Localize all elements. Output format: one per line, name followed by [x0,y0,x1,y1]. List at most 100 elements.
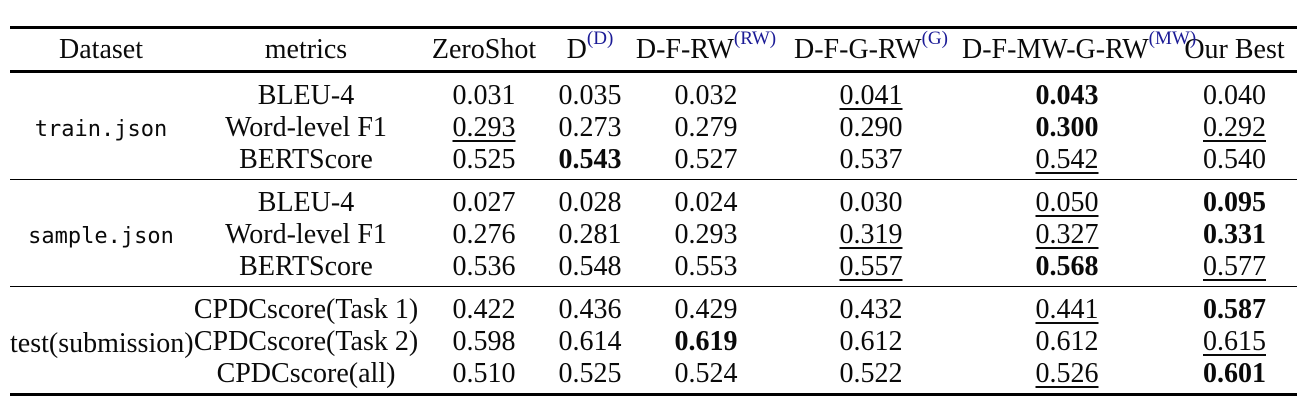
value-text: 0.510 [452,358,516,389]
value-cell: 0.553 [632,251,780,287]
value-cell: 0.030 [780,179,962,219]
value-text: 0.441 [1035,294,1099,325]
column-header-our-best: Our Best [1172,27,1297,73]
value-cell: 0.331 [1172,219,1297,251]
value-cell: 0.279 [632,112,780,144]
value-text: 0.526 [1035,358,1099,389]
results-table-container: Dataset metrics ZeroShot D(D) D-F-RW(RW) D-F-… [10,26,1297,396]
table-row: train.json BLEU-4 0.031 0.035 0.032 0.041 0.04… [10,72,1297,142]
value-cell: 0.598 [420,326,548,358]
value-cell: 0.292 [1172,112,1297,144]
column-header-label: Our Best [1184,33,1285,65]
value-text: 0.536 [452,251,516,282]
dataset-cell: sample.json [10,179,192,287]
value-cell: 0.273 [548,112,632,144]
column-header-label: metrics [264,33,348,65]
metric-cell: BLEU-4 [257,80,355,111]
metric-cell: CPDCscore(Task 2) [193,326,419,357]
metric-cell: BERTScore [239,144,373,175]
value-text: 0.601 [1203,358,1266,389]
value-cell: 0.043 [962,72,1172,113]
table-row: sample.json BLEU-4 0.027 0.028 0.024 0.030 0.0… [10,179,1297,287]
table-row: Word-level F1 0.276 0.281 0.293 0.319 0.327 0.… [10,219,1297,251]
value-text: 0.432 [839,294,903,325]
dataset-cell: train.json [34,117,168,142]
column-header-label: Dataset [59,33,143,65]
value-text: 0.619 [674,326,738,357]
value-text: 0.293 [452,112,516,143]
value-cell: 0.436 [548,286,632,326]
value-text: 0.273 [558,112,622,143]
column-header-zeroshot: ZeroShot [420,27,548,73]
value-cell: 0.536 [420,251,548,287]
value-cell: 0.028 [548,179,632,219]
column-header-metrics: metrics [192,27,420,73]
metric-cell: Word-level F1 [225,112,387,143]
column-header-label: D [566,33,587,65]
table-body: train.json BLEU-4 0.031 0.035 0.032 0.041 0.04… [10,72,1297,395]
column-header-d-f-g-rw: D-F-G-RW(G) [780,27,962,73]
value-cell: 0.429 [632,286,780,326]
column-header-d-f-mw-g-rw: D-F-MW-G-RW(MW) [962,27,1196,73]
value-cell: 0.587 [1172,286,1297,326]
header-row: Dataset metrics ZeroShot D(D) D-F-RW(RW) D-F-… [10,27,1297,73]
value-cell: 0.293 [632,219,780,251]
value-cell: 0.537 [780,144,962,180]
table-row: Word-level F1 0.293 0.273 0.279 0.290 0.300 0.… [10,112,1297,144]
value-text: 0.612 [839,326,903,357]
value-cell: 0.032 [632,72,780,113]
value-cell: 0.290 [780,112,962,144]
table-row: CPDCscore(all) 0.510 0.525 0.524 0.522 0.526 0… [10,358,1297,395]
value-cell: 0.601 [1172,358,1297,395]
value-cell: 0.524 [632,358,780,395]
value-cell: 0.041 [780,72,962,113]
value-cell: 0.615 [1172,326,1297,358]
column-superscript: (RW) [733,28,777,50]
table-row: test(submission) CPDCscore(Task 1) 0.422 0.… [10,286,1297,395]
value-text: 0.553 [674,251,738,282]
value-text: 0.293 [674,219,738,250]
value-text: 0.537 [839,144,903,175]
column-header-d: D(D) [548,27,632,73]
value-text: 0.612 [1035,326,1099,357]
column-superscript: (MW) [1148,28,1197,50]
value-cell: 0.027 [420,179,548,219]
value-cell: 0.024 [632,179,780,219]
value-cell: 0.432 [780,286,962,326]
value-text: 0.522 [839,358,903,389]
value-text: 0.543 [558,144,622,175]
value-cell: 0.540 [1172,144,1297,180]
value-text: 0.290 [839,112,903,143]
value-cell: 0.525 [420,144,548,180]
value-cell: 0.422 [420,286,548,326]
value-text: 0.279 [674,112,738,143]
value-cell: 0.577 [1172,251,1297,287]
metric-cell: Word-level F1 [225,219,387,250]
value-cell: 0.527 [632,144,780,180]
value-text: 0.319 [839,219,903,250]
column-superscript: (G) [921,28,948,50]
column-header-label: ZeroShot [431,33,537,65]
value-cell: 0.031 [420,72,548,113]
value-text: 0.032 [674,80,738,111]
value-text: 0.331 [1203,219,1266,250]
value-text: 0.548 [558,251,622,282]
column-superscript: (D) [586,28,614,50]
value-cell: 0.095 [1172,179,1297,219]
value-text: 0.327 [1035,219,1099,250]
value-cell: 0.050 [962,179,1172,219]
metric-cell: CPDCscore(Task 1) [192,286,420,326]
table-row: CPDCscore(Task 2) 0.598 0.614 0.619 0.612 0.6… [10,326,1297,358]
dataset-cell: test(submission) [10,286,194,395]
value-cell: 0.281 [548,219,632,251]
value-text: 0.031 [452,80,516,111]
column-header-d-f-rw: D-F-RW(RW) [632,27,780,73]
value-cell: 0.040 [1172,72,1297,113]
column-header-label: D-F-RW [635,33,734,65]
value-text: 0.436 [558,294,622,325]
value-cell: 0.319 [780,219,962,251]
value-text: 0.024 [674,187,738,218]
column-header-label: D-F-MW-G-RW [962,33,1149,65]
value-cell: 0.612 [780,326,962,358]
value-text: 0.542 [1035,144,1099,175]
